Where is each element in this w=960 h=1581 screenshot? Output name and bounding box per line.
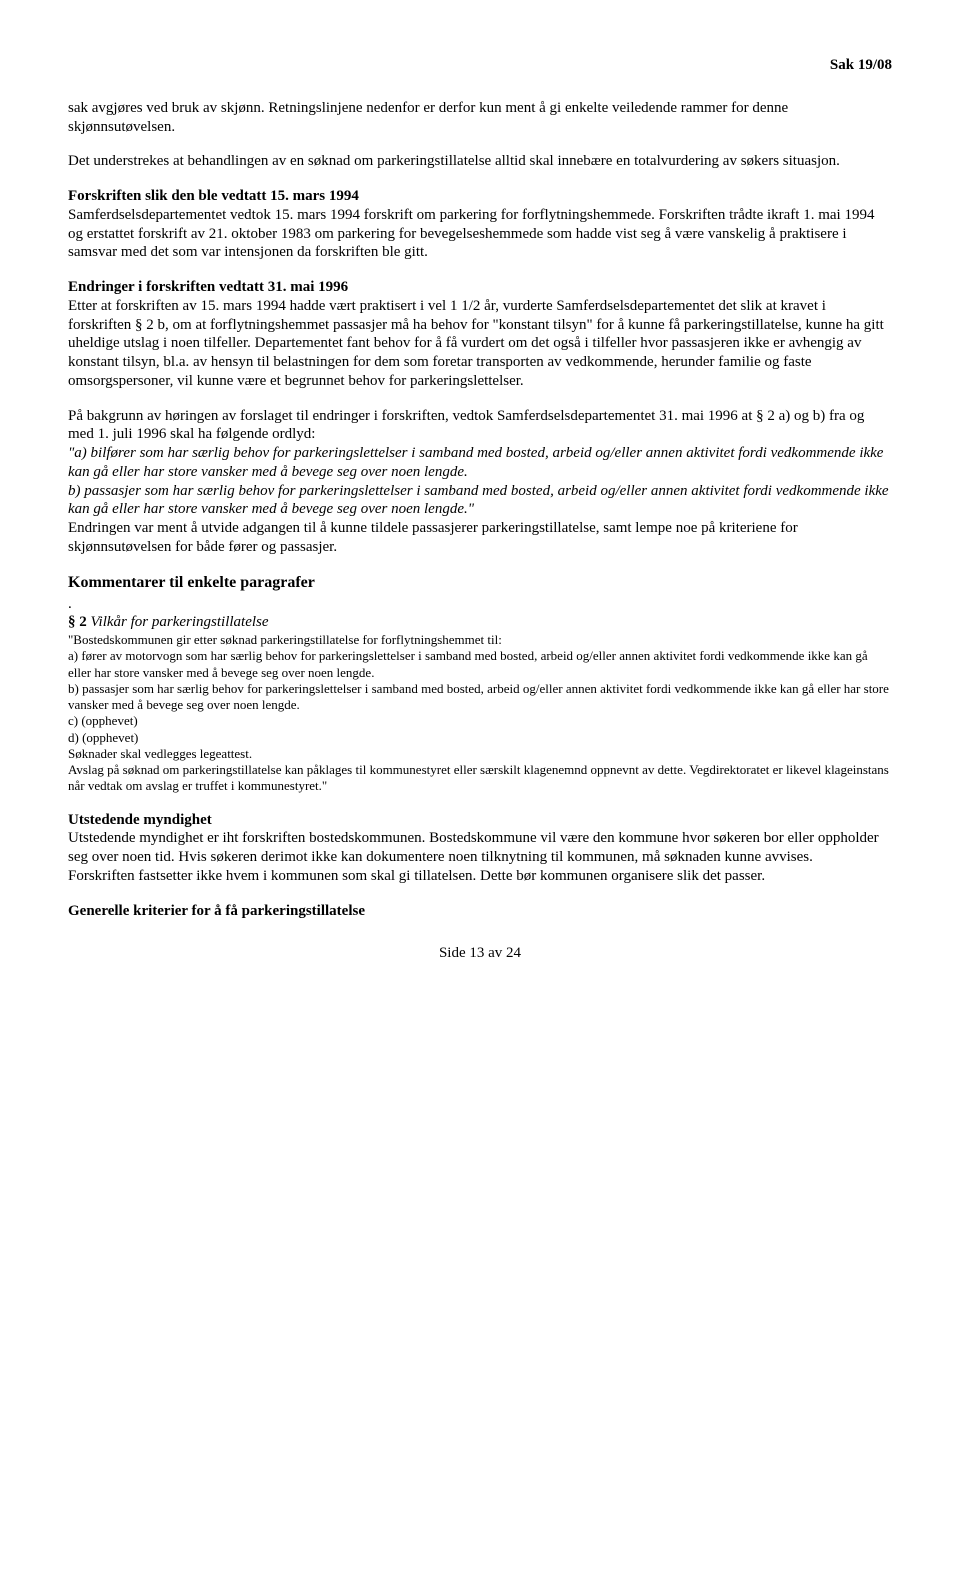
quoted-small-text: b) passasjer som har særlig behov for pa… [68,681,892,714]
quoted-small-text: "Bostedskommunen gir etter søknad parker… [68,632,892,648]
quoted-text: b) passasjer som har særlig behov for pa… [68,482,892,520]
body-paragraph: Forskriften fastsetter ikke hvem i kommu… [68,867,892,886]
section-subheading: Endringer i forskriften vedtatt 31. mai … [68,278,892,297]
section-subheading: Forskriften slik den ble vedtatt 15. mar… [68,187,892,206]
section-heading: Kommentarer til enkelte paragrafer [68,573,892,593]
body-paragraph: Endringen var ment å utvide adgangen til… [68,519,892,557]
quoted-small-text: d) (opphevet) [68,730,892,746]
section-subheading: Generelle kriterier for å få parkeringst… [68,902,892,921]
page-footer: Side 13 av 24 [68,944,892,963]
section-subheading: Utstedende myndighet [68,811,892,830]
punctuation-dot: . [68,595,892,614]
quoted-small-text: c) (opphevet) [68,713,892,729]
body-paragraph: Det understrekes at behandlingen av en s… [68,152,892,171]
body-paragraph: På bakgrunn av høringen av forslaget til… [68,407,892,445]
quoted-small-text: Søknader skal vedlegges legeattest. [68,746,892,762]
body-paragraph: Samferdselsdepartementet vedtok 15. mars… [68,206,892,262]
quoted-small-text: Avslag på søknad om parkeringstillatelse… [68,762,892,795]
quoted-small-text: a) fører av motorvogn som har særlig beh… [68,648,892,681]
body-paragraph: Etter at forskriften av 15. mars 1994 ha… [68,297,892,391]
body-paragraph: Utstedende myndighet er iht forskriften … [68,829,892,867]
quoted-text: "a) bilfører som har særlig behov for pa… [68,444,892,482]
vilkar-heading: § 2 § 2 Vilkår for parkeringstillatelseV… [68,613,892,632]
case-number-header: Sak 19/08 [68,56,892,75]
body-paragraph: sak avgjøres ved bruk av skjønn. Retning… [68,99,892,137]
